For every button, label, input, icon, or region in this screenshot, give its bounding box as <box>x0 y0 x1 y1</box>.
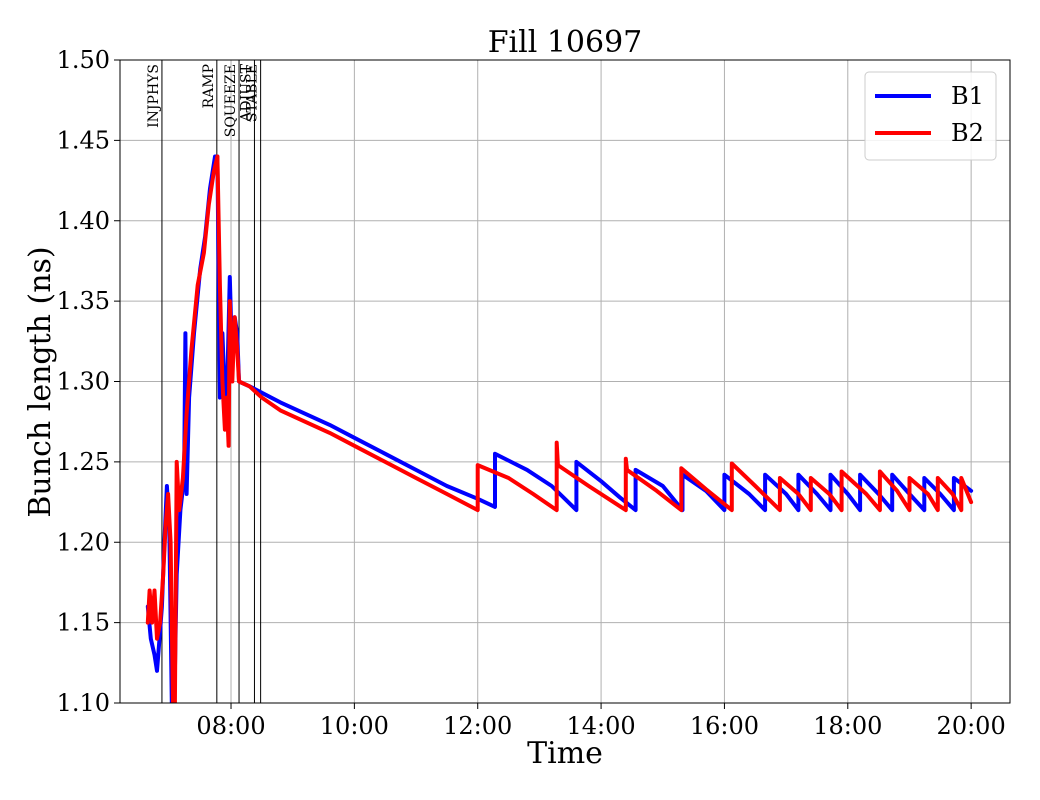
legend-label-b2: B2 <box>951 119 984 147</box>
y-tick-label: 1.25 <box>57 448 110 476</box>
y-axis-ticks: 1.10 1.15 1.20 1.25 1.30 1.35 1.40 1.45 1.50 <box>57 46 120 717</box>
y-tick-label: 1.15 <box>57 609 110 637</box>
y-tick-label: 1.50 <box>57 46 110 74</box>
y-tick-label: 1.30 <box>57 368 110 396</box>
phase-label: INJPHYS <box>146 64 162 128</box>
x-tick-label: 20:00 <box>937 712 1006 740</box>
x-tick-label: 14:00 <box>566 712 635 740</box>
series-lines <box>145 154 974 703</box>
x-tick-label: 10:00 <box>320 712 389 740</box>
phase-label: SQUEEZE <box>223 64 239 137</box>
y-tick-label: 1.35 <box>57 287 110 315</box>
x-tick-label: 12:00 <box>443 712 512 740</box>
legend: B1 B2 <box>864 71 997 161</box>
phase-label: STABLE <box>245 64 261 122</box>
x-axis-label: Time <box>527 736 603 771</box>
y-tick-label: 1.40 <box>57 207 110 235</box>
y-tick-label: 1.45 <box>57 126 110 154</box>
y-tick-label: 1.20 <box>57 528 110 556</box>
chart-title: Fill 10697 <box>488 25 643 60</box>
x-tick-label: 16:00 <box>690 712 759 740</box>
y-tick-label: 1.10 <box>57 689 110 717</box>
x-axis-ticks: 08:00 10:00 12:00 14:00 16:00 18:00 20:00 <box>196 703 1006 740</box>
series-line-b2 <box>145 154 974 703</box>
y-axis-label: Bunch length (ns) <box>23 246 58 517</box>
x-tick-label: 18:00 <box>813 712 882 740</box>
phase-label: RAMP <box>201 64 217 108</box>
phase-label: ADJUST <box>238 63 254 122</box>
legend-label-b1: B1 <box>951 82 984 110</box>
x-tick-label: 08:00 <box>196 712 265 740</box>
